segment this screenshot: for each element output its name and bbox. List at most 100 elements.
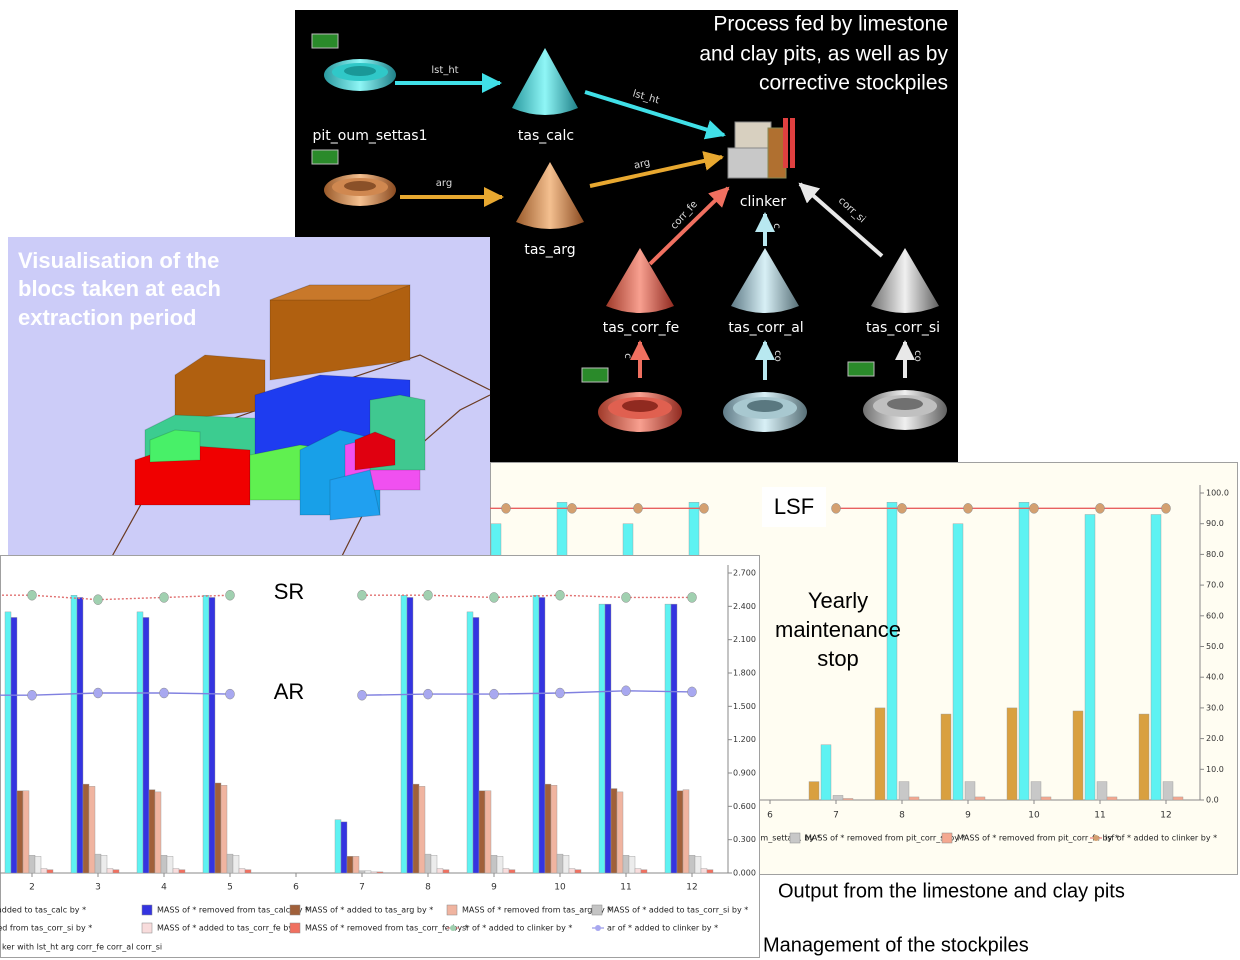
bar [598, 603, 606, 874]
x-tick-label: 11 [1094, 811, 1105, 821]
node-label: tas_corr_fe [603, 320, 679, 336]
node-label: pit_oum_settas1 [312, 128, 427, 144]
bar [358, 870, 366, 874]
bar [676, 790, 684, 874]
node-label: tas_arg [524, 242, 575, 258]
bar [706, 869, 714, 874]
bar [100, 855, 108, 874]
y-tick-label: 2.100 [733, 635, 756, 644]
bar [148, 789, 156, 874]
bar [214, 782, 222, 874]
bar [622, 855, 630, 874]
y-tick-label: 0.0 [1206, 796, 1219, 805]
marker [831, 503, 841, 514]
pits [324, 59, 947, 432]
x-tick-label: 12 [1160, 811, 1171, 821]
y-tick-label: 0.600 [733, 802, 756, 811]
annotation: stop [817, 646, 859, 671]
bar [1030, 781, 1042, 801]
bar [352, 856, 360, 874]
y-tick-label: 1.800 [733, 669, 756, 678]
bar [874, 707, 886, 801]
chart-background [0, 555, 760, 958]
marker [27, 689, 37, 701]
chart-body: 0.000 0.300 0.600 0.900 1.200 1.500 1.800 2.100… [0, 555, 760, 958]
marker [1161, 503, 1171, 514]
bar [670, 603, 678, 874]
bar [1150, 514, 1162, 801]
bar [532, 595, 540, 874]
node-label: tas_corr_si [866, 320, 940, 336]
x-tick-label: 12 [686, 883, 697, 893]
legend-label: MASS of * removed from tas_arg by * [462, 906, 611, 915]
legend-symbol [591, 904, 603, 916]
diagram-title: and clay pits, as well as by [699, 43, 948, 66]
annotation: LSF [774, 494, 814, 519]
bar [376, 871, 384, 874]
bar [478, 790, 486, 874]
caption: Management of the stockpiles [763, 934, 1029, 956]
bar [1040, 796, 1052, 801]
y-tick-label: 100.0 [1206, 489, 1229, 498]
bar [472, 617, 480, 874]
x-tick-label: 8 [425, 883, 431, 893]
diagram-title: corrective stockpiles [759, 72, 948, 95]
legend-label: MASS of * removed from pit_corr_si by * [805, 834, 966, 843]
bar [682, 789, 690, 874]
bar [466, 611, 474, 874]
legend-label: MASS of * removed from pit_corr_fe by * [957, 834, 1119, 843]
bar [886, 502, 898, 801]
bar [418, 786, 426, 874]
legend-label: MASS of * added to tas_corr_si by * [607, 906, 748, 915]
bar [34, 856, 42, 874]
bar [172, 868, 180, 874]
bar [842, 798, 854, 801]
marker [423, 688, 433, 700]
bar [370, 871, 378, 874]
marker [963, 503, 973, 514]
x-tick-label: 6 [767, 811, 773, 821]
bar [22, 790, 30, 874]
caption: Output from the limestone and clay pits [778, 880, 1125, 902]
bar [610, 788, 618, 874]
bar [1162, 781, 1174, 801]
y-tick-label: 2.400 [733, 602, 756, 611]
node-label: tas_corr_al [728, 320, 803, 336]
bar [208, 597, 216, 874]
y-tick-label: 50.0 [1206, 642, 1224, 651]
legend-symbol [141, 904, 153, 916]
bar [820, 744, 832, 801]
bar [898, 781, 910, 801]
bar [160, 855, 168, 874]
marker [555, 687, 565, 699]
marker [93, 687, 103, 699]
bar [166, 856, 174, 874]
annotation-box [762, 487, 826, 527]
diagram-title: Process fed by limestone [713, 13, 948, 36]
bar [1072, 710, 1084, 801]
marker [687, 686, 697, 698]
x-tick-label: 10 [554, 883, 566, 893]
x-tick-label: 2 [29, 883, 35, 893]
bar [974, 796, 986, 801]
bar [604, 603, 612, 874]
marker [357, 689, 367, 701]
legend-symbol [446, 904, 458, 916]
bar [202, 595, 210, 874]
legend-label: MASS of * removed from tas_corr_fe by * [305, 924, 469, 933]
bar [238, 868, 246, 874]
legend-symbol [450, 925, 456, 931]
legend-label: MASS of * added to tas_calc by * [0, 906, 86, 915]
bar [664, 603, 672, 874]
bar [694, 856, 702, 874]
bar [424, 853, 432, 874]
bar [562, 855, 570, 874]
annotation: Yearly [808, 588, 868, 613]
crane-icons [311, 33, 875, 383]
bar [490, 855, 498, 874]
y-tick-label: 60.0 [1206, 611, 1224, 620]
bar [244, 869, 252, 874]
bar [1006, 707, 1018, 801]
y-tick-label: 1.500 [733, 702, 756, 711]
bar [76, 597, 84, 874]
